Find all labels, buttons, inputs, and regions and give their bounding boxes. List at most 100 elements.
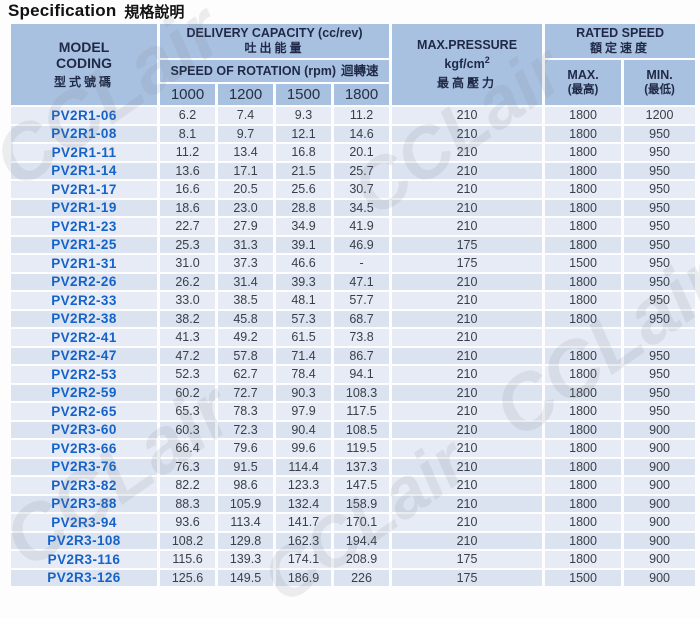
table-row: PV2R3-116 115.6 139.3 174.1 208.9 175 18… <box>11 551 696 568</box>
rated-max-cell: 1800 <box>545 144 622 161</box>
header-rotation-en: SPEED OF ROTATION (rpm) <box>170 63 337 78</box>
rated-max-cell: 1800 <box>545 125 622 142</box>
rated-max-cell: 1800 <box>545 551 622 568</box>
table-row: PV2R2-53 52.3 62.7 78.4 94.1 210 1800 95… <box>11 366 696 383</box>
rpm1200-cell: 62.7 <box>218 366 273 383</box>
rpm1500-cell: 34.9 <box>276 218 331 235</box>
rated-max-cell: 1800 <box>545 384 622 401</box>
rated-max-cell: 1800 <box>545 495 622 512</box>
pressure-cell: 175 <box>392 255 543 272</box>
rpm1500-cell: 186.9 <box>276 569 331 586</box>
pressure-cell: 210 <box>392 495 543 512</box>
rpm1500-cell: 16.8 <box>276 144 331 161</box>
rated-min-cell: 900 <box>624 532 696 549</box>
model-code-cell: PV2R2-26 <box>11 273 157 290</box>
pressure-cell: 210 <box>392 162 543 179</box>
table-row: PV2R3-126 125.6 149.5 186.9 226 175 1500… <box>11 569 696 586</box>
rpm1800-cell: 108.3 <box>334 384 390 401</box>
table-row: PV2R2-26 26.2 31.4 39.3 47.1 210 1800 95… <box>11 273 696 290</box>
rated-max-cell: 1800 <box>545 458 622 475</box>
pressure-cell: 210 <box>392 144 543 161</box>
rated-min-cell <box>624 329 696 346</box>
rpm1200-cell: 23.0 <box>218 199 273 216</box>
rated-max-cell: 1800 <box>545 477 622 494</box>
rpm1000-cell: 88.3 <box>160 495 215 512</box>
model-code-cell: PV2R3-108 <box>11 532 157 549</box>
table-row: PV2R2-65 65.3 78.3 97.9 117.5 210 1800 9… <box>11 403 696 420</box>
rpm1500-cell: 48.1 <box>276 292 331 309</box>
table-row: PV2R1-19 18.6 23.0 28.8 34.5 210 1800 95… <box>11 199 696 216</box>
rpm1800-cell: 34.5 <box>334 199 390 216</box>
rpm1800-cell: 194.4 <box>334 532 390 549</box>
header-model-zh: 型式號碼 <box>53 75 114 89</box>
header-rpm-1200: 1200 <box>218 84 273 105</box>
table-row: PV2R2-47 47.2 57.8 71.4 86.7 210 1800 95… <box>11 347 696 364</box>
rpm1000-cell: 11.2 <box>160 144 215 161</box>
header-rated-en: RATED SPEED <box>576 26 665 40</box>
rpm1200-cell: 37.3 <box>218 255 273 272</box>
rated-min-cell: 950 <box>624 162 696 179</box>
rpm1200-cell: 31.4 <box>218 273 273 290</box>
table-row: PV2R2-59 60.2 72.7 90.3 108.3 210 1800 9… <box>11 384 696 401</box>
model-code-cell: PV2R3-126 <box>11 569 157 586</box>
rpm1000-cell: 18.6 <box>160 199 215 216</box>
rated-min-cell: 900 <box>624 421 696 438</box>
rated-min-cell: 900 <box>624 458 696 475</box>
header-model-line2: CODING <box>56 55 112 71</box>
model-code-cell: PV2R1-06 <box>11 107 157 124</box>
rated-max-cell: 1800 <box>545 532 622 549</box>
model-code-cell: PV2R2-47 <box>11 347 157 364</box>
table-row: PV2R3-108 108.2 129.8 162.3 194.4 210 18… <box>11 532 696 549</box>
rated-min-cell: 950 <box>624 384 696 401</box>
rpm1000-cell: 26.2 <box>160 273 215 290</box>
rated-min-cell: 950 <box>624 273 696 290</box>
rpm1000-cell: 125.6 <box>160 569 215 586</box>
rpm1500-cell: 97.9 <box>276 403 331 420</box>
pressure-cell: 210 <box>392 273 543 290</box>
rpm1000-cell: 8.1 <box>160 125 215 142</box>
rated-min-cell: 950 <box>624 255 696 272</box>
table-row: PV2R1-14 13.6 17.1 21.5 25.7 210 1800 95… <box>11 162 696 179</box>
rated-min-cell: 950 <box>624 292 696 309</box>
rpm1500-cell: 78.4 <box>276 366 331 383</box>
table-row: PV2R1-17 16.6 20.5 25.6 30.7 210 1800 95… <box>11 181 696 198</box>
rpm1500-cell: 123.3 <box>276 477 331 494</box>
rated-max-cell <box>545 329 622 346</box>
rpm1800-cell: 226 <box>334 569 390 586</box>
model-code-cell: PV2R3-94 <box>11 514 157 531</box>
pressure-cell: 210 <box>392 199 543 216</box>
rpm1500-cell: 57.3 <box>276 310 331 327</box>
header-rated-speed: RATED SPEED 額定速度 <box>545 24 696 58</box>
rpm1500-cell: 21.5 <box>276 162 331 179</box>
rpm1200-cell: 139.3 <box>218 551 273 568</box>
rated-min-cell: 900 <box>624 569 696 586</box>
rpm1500-cell: 99.6 <box>276 440 331 457</box>
rpm1200-cell: 9.7 <box>218 125 273 142</box>
model-code-cell: PV2R3-76 <box>11 458 157 475</box>
pressure-cell: 210 <box>392 347 543 364</box>
rpm1200-cell: 38.5 <box>218 292 273 309</box>
header-pressure-line1: MAX.PRESSURE <box>417 38 518 53</box>
table-row: PV2R3-76 76.3 91.5 114.4 137.3 210 1800 … <box>11 458 696 475</box>
rated-min-cell: 900 <box>624 514 696 531</box>
rated-max-cell: 1800 <box>545 403 622 420</box>
table-row: PV2R3-66 66.4 79.6 99.6 119.5 210 1800 9… <box>11 440 696 457</box>
pressure-cell: 210 <box>392 292 543 309</box>
rated-min-cell: 950 <box>624 347 696 364</box>
rated-min-cell: 950 <box>624 310 696 327</box>
rated-max-cell: 1500 <box>545 255 622 272</box>
model-code-cell: PV2R3-116 <box>11 551 157 568</box>
rpm1200-cell: 57.8 <box>218 347 273 364</box>
rpm1200-cell: 27.9 <box>218 218 273 235</box>
table-row: PV2R2-41 41.3 49.2 61.5 73.8 210 <box>11 329 696 346</box>
rpm1500-cell: 25.6 <box>276 181 331 198</box>
rpm1000-cell: 25.3 <box>160 236 215 253</box>
rated-max-cell: 1800 <box>545 310 622 327</box>
pressure-cell: 210 <box>392 218 543 235</box>
rpm1000-cell: 76.3 <box>160 458 215 475</box>
model-code-cell: PV2R1-31 <box>11 255 157 272</box>
rated-min-cell: 950 <box>624 218 696 235</box>
rpm1800-cell: 46.9 <box>334 236 390 253</box>
model-code-cell: PV2R1-08 <box>11 125 157 142</box>
rpm1000-cell: 22.7 <box>160 218 215 235</box>
